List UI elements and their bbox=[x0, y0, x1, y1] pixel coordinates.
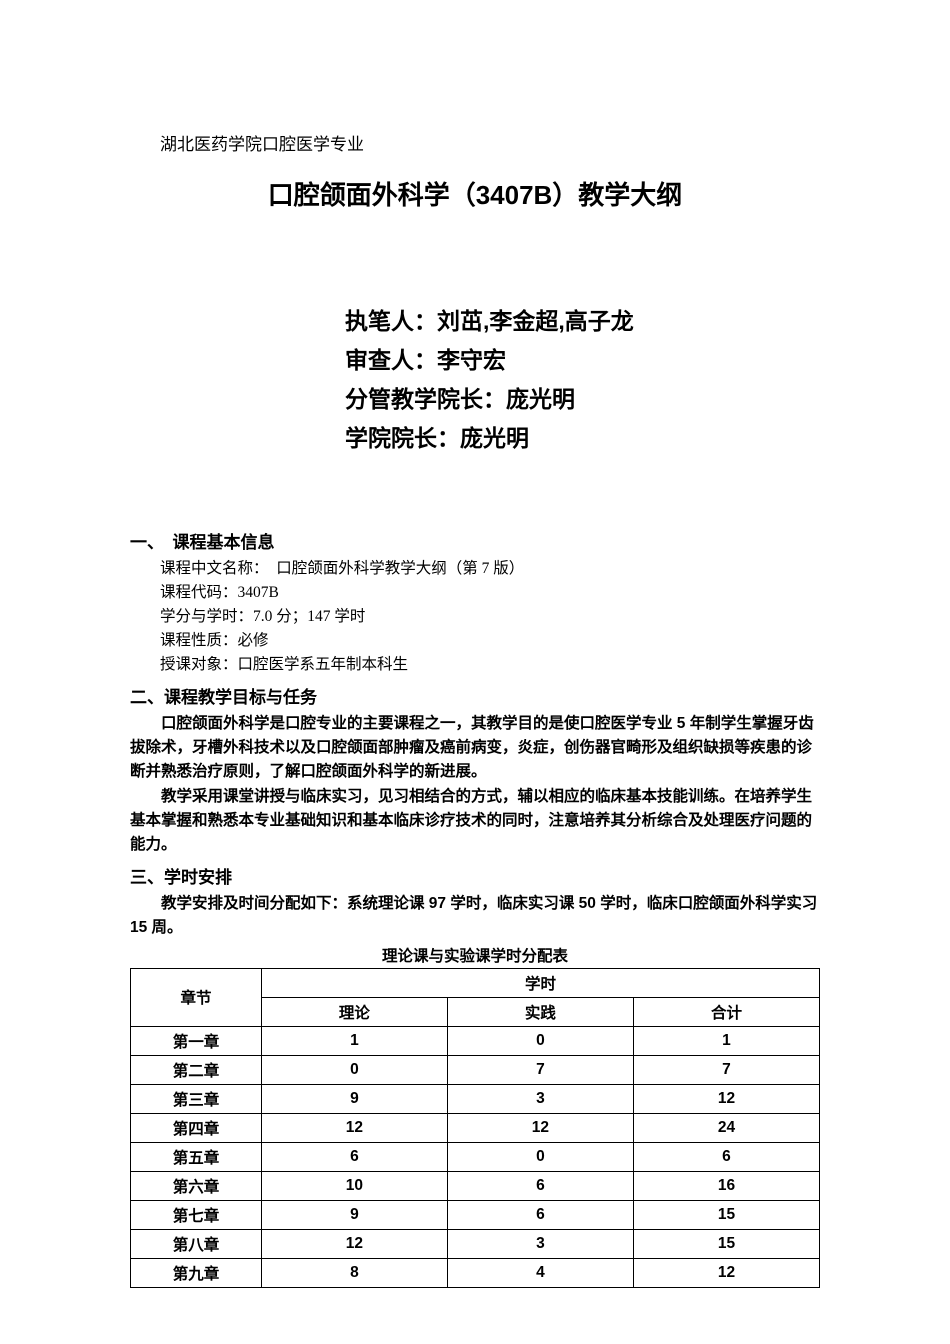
table-row: 第一章 1 0 1 bbox=[131, 1026, 820, 1055]
table-row: 第八章 12 3 15 bbox=[131, 1229, 820, 1258]
practice-cell: 3 bbox=[447, 1084, 633, 1113]
course-type: 课程性质：必修 bbox=[160, 629, 820, 653]
header-chapter: 章节 bbox=[131, 968, 262, 1026]
course-code: 课程代码：3407B bbox=[160, 581, 820, 605]
table-caption: 理论课与实验课学时分配表 bbox=[130, 944, 820, 966]
practice-cell: 0 bbox=[447, 1142, 633, 1171]
table-row: 第五章 6 0 6 bbox=[131, 1142, 820, 1171]
theory-cell: 6 bbox=[261, 1142, 447, 1171]
reviewer-label: 审查人： bbox=[345, 347, 437, 373]
dean-label: 学院院长： bbox=[345, 425, 460, 451]
theory-cell: 9 bbox=[261, 1200, 447, 1229]
total-cell: 12 bbox=[633, 1258, 819, 1287]
practice-cell: 12 bbox=[447, 1113, 633, 1142]
total-cell: 16 bbox=[633, 1171, 819, 1200]
total-cell: 15 bbox=[633, 1200, 819, 1229]
target-students: 授课对象：口腔医学系五年制本科生 bbox=[160, 653, 820, 677]
header-theory: 理论 bbox=[261, 997, 447, 1026]
theory-cell: 0 bbox=[261, 1055, 447, 1084]
section3-heading: 三、学时安排 bbox=[130, 863, 820, 888]
theory-cell: 1 bbox=[261, 1026, 447, 1055]
section3-intro: 教学安排及时间分配如下：系统理论课 97 学时，临床实习课 50 学时，临床口腔… bbox=[130, 892, 820, 940]
total-cell: 15 bbox=[633, 1229, 819, 1258]
section2-para1: 口腔颌面外科学是口腔专业的主要课程之一，其教学目的是使口腔医学专业 5 年制学生… bbox=[130, 712, 820, 784]
chapter-cell: 第三章 bbox=[131, 1084, 262, 1113]
header-hours: 学时 bbox=[261, 968, 819, 997]
table-header-row1: 章节 学时 bbox=[131, 968, 820, 997]
total-cell: 12 bbox=[633, 1084, 819, 1113]
teaching-dean-name: 庞光明 bbox=[506, 386, 575, 412]
theory-cell: 8 bbox=[261, 1258, 447, 1287]
table-row: 第九章 8 4 12 bbox=[131, 1258, 820, 1287]
theory-cell: 10 bbox=[261, 1171, 447, 1200]
header-total: 合计 bbox=[633, 997, 819, 1026]
hours-table: 章节 学时 理论 实践 合计 第一章 1 0 1 第二章 0 7 7 第三章 9… bbox=[130, 968, 820, 1288]
chapter-cell: 第七章 bbox=[131, 1200, 262, 1229]
table-row: 第二章 0 7 7 bbox=[131, 1055, 820, 1084]
table-row: 第七章 9 6 15 bbox=[131, 1200, 820, 1229]
dean-line: 学院院长：庞光明 bbox=[345, 419, 820, 458]
author-label: 执笔人： bbox=[345, 308, 437, 334]
table-row: 第四章 12 12 24 bbox=[131, 1113, 820, 1142]
total-cell: 24 bbox=[633, 1113, 819, 1142]
total-cell: 6 bbox=[633, 1142, 819, 1171]
total-cell: 1 bbox=[633, 1026, 819, 1055]
section1-heading: 一、 课程基本信息 bbox=[130, 528, 820, 553]
credits-hours: 学分与学时：7.0 分；147 学时 bbox=[160, 605, 820, 629]
chapter-cell: 第六章 bbox=[131, 1171, 262, 1200]
section2-para2: 教学采用课堂讲授与临床实习，见习相结合的方式，辅以相应的临床基本技能训练。在培养… bbox=[130, 785, 820, 857]
institution-name: 湖北医药学院口腔医学专业 bbox=[160, 130, 820, 155]
practice-cell: 7 bbox=[447, 1055, 633, 1084]
header-practice: 实践 bbox=[447, 997, 633, 1026]
practice-cell: 0 bbox=[447, 1026, 633, 1055]
theory-cell: 9 bbox=[261, 1084, 447, 1113]
chapter-cell: 第二章 bbox=[131, 1055, 262, 1084]
chapter-cell: 第九章 bbox=[131, 1258, 262, 1287]
reviewer-line: 审查人：李守宏 bbox=[345, 341, 820, 380]
dean-name: 庞光明 bbox=[460, 425, 529, 451]
chapter-cell: 第八章 bbox=[131, 1229, 262, 1258]
table-row: 第三章 9 3 12 bbox=[131, 1084, 820, 1113]
chapter-cell: 第四章 bbox=[131, 1113, 262, 1142]
practice-cell: 6 bbox=[447, 1200, 633, 1229]
chapter-cell: 第五章 bbox=[131, 1142, 262, 1171]
reviewer-name: 李守宏 bbox=[437, 347, 506, 373]
course-name: 课程中文名称： 口腔颌面外科学教学大纲（第 7 版） bbox=[160, 557, 820, 581]
practice-cell: 4 bbox=[447, 1258, 633, 1287]
document-title: 口腔颌面外科学（3407B）教学大纲 bbox=[130, 175, 820, 212]
total-cell: 7 bbox=[633, 1055, 819, 1084]
personnel-block: 执笔人：刘茁,李金超,高子龙 审查人：李守宏 分管教学院长：庞光明 学院院长：庞… bbox=[345, 302, 820, 458]
teaching-dean-label: 分管教学院长： bbox=[345, 386, 506, 412]
practice-cell: 6 bbox=[447, 1171, 633, 1200]
theory-cell: 12 bbox=[261, 1229, 447, 1258]
section2-heading: 二、课程教学目标与任务 bbox=[130, 683, 820, 708]
chapter-cell: 第一章 bbox=[131, 1026, 262, 1055]
table-row: 第六章 10 6 16 bbox=[131, 1171, 820, 1200]
author-line: 执笔人：刘茁,李金超,高子龙 bbox=[345, 302, 820, 341]
theory-cell: 12 bbox=[261, 1113, 447, 1142]
author-names: 刘茁,李金超,高子龙 bbox=[437, 308, 634, 334]
teaching-dean-line: 分管教学院长：庞光明 bbox=[345, 380, 820, 419]
practice-cell: 3 bbox=[447, 1229, 633, 1258]
